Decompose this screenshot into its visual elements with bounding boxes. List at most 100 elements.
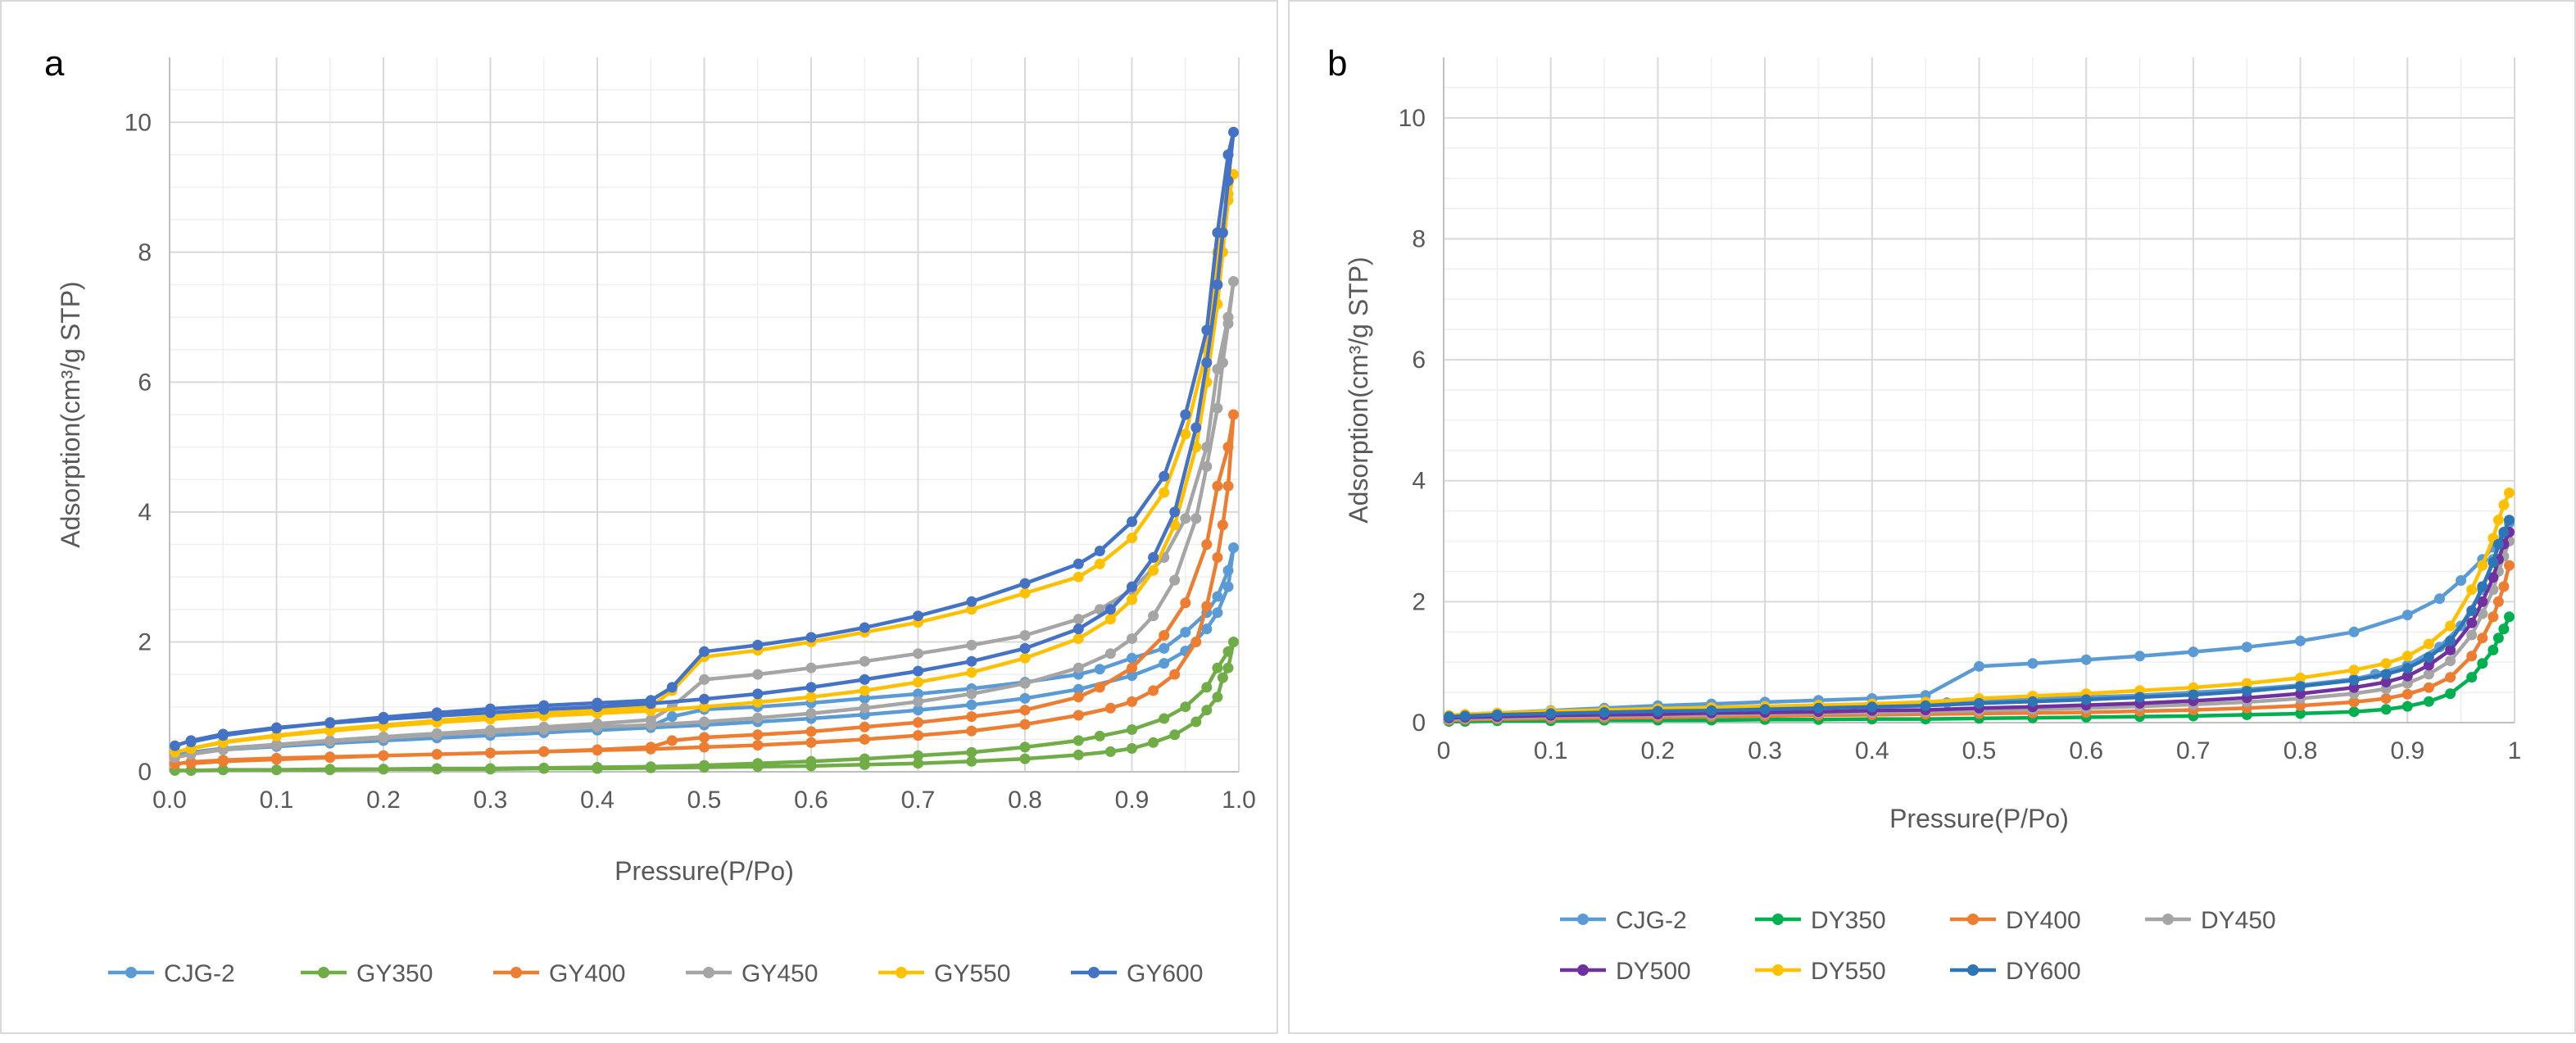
data-point [699,732,710,743]
data-point [431,728,442,739]
data-point [1094,546,1105,556]
data-point [1866,701,1878,713]
data-point [913,688,923,700]
data-point [1127,533,1137,544]
data-point [2488,572,2499,583]
data-point [1127,662,1137,673]
x-tick-label: 0.3 [1748,737,1782,764]
x-tick-label: 0.5 [687,787,722,814]
data-point [1127,581,1137,592]
data-point [1201,460,1213,472]
data-point [1169,574,1181,586]
data-point [1127,743,1137,754]
data-point [592,744,603,755]
data-point [1019,587,1031,599]
data-point [2504,515,2515,526]
data-point [170,740,180,751]
x-tick-label: 0.9 [2390,737,2424,764]
data-point [2423,651,2434,663]
data-point [2498,499,2510,510]
legend-label: DY450 [2201,907,2276,934]
data-point [1222,581,1234,592]
legend-swatch-marker [510,967,522,978]
legend-swatch-marker [318,967,329,978]
data-point [2456,575,2467,586]
data-point [1190,637,1202,647]
data-point [2188,689,2199,701]
data-point [185,758,197,769]
legend: CJG-2 GY350 GY400 GY450 GY550 GY600 [108,960,1203,987]
data-point [1019,678,1031,689]
x-tick-label: 0.9 [1115,787,1150,814]
data-point [966,725,977,737]
legend-label: CJG-2 [1616,907,1687,934]
data-point [538,746,550,757]
gridlines [1444,57,2515,723]
data-point [1019,692,1031,704]
data-point [1094,664,1105,675]
data-point [1974,697,1984,709]
x-tick-label: 1.0 [1222,787,1256,814]
data-point [1222,565,1234,576]
data-point [1201,539,1213,550]
data-point [1920,700,1931,711]
data-point [2348,626,2360,637]
data-point [2295,681,2306,692]
data-point [2466,617,2478,628]
data-point [1169,506,1181,518]
y-tick-label: 2 [1412,588,1426,615]
data-point [699,716,710,728]
y-axis-title: Adsorption(cm³/g STP) [56,281,85,547]
data-point [324,735,336,746]
data-point [271,739,282,751]
y-tick-label: 8 [1412,225,1426,252]
data-point [1094,682,1105,693]
data-point [1073,571,1084,583]
x-tick-label: 0.3 [474,787,508,814]
data-point [2348,664,2360,676]
legend-swatch-marker [1772,964,1784,976]
data-point [2445,620,2456,632]
data-point [2380,704,2392,715]
x-tick-label: 0.2 [1641,737,1676,764]
data-point [431,749,442,760]
data-point [666,682,678,693]
data-point [378,731,389,742]
legend-label: DY400 [2006,907,2081,934]
data-point [699,646,710,657]
data-point [645,761,656,773]
data-point [699,693,710,705]
legend-label: GY350 [356,960,433,987]
series-line [173,640,1236,773]
data-point [538,762,550,773]
data-point [2348,682,2360,693]
legend-swatch-marker [1577,914,1589,925]
data-point [2445,655,2456,667]
data-point [2504,487,2515,498]
data-point [2295,635,2306,646]
data-point [1459,710,1471,722]
legend-label: DY500 [1616,958,1691,985]
data-point [1190,716,1202,728]
data-point [378,750,389,761]
data-point [913,665,923,677]
data-point [2466,629,2478,641]
data-point [1212,227,1223,238]
data-point [752,669,764,680]
data-point [752,688,764,700]
data-point [1201,705,1213,716]
x-tick-label: 0.5 [1962,737,1997,764]
data-point [2380,677,2392,687]
data-point [1212,591,1223,602]
data-point [2401,701,2413,712]
data-point [2445,644,2456,655]
data-point [2348,674,2360,686]
data-point [538,721,550,732]
data-point [1190,422,1202,433]
data-point [1813,702,1824,714]
data-point [1212,364,1223,374]
data-point [2498,624,2510,635]
data-point [805,682,817,693]
x-tick-label: 0.0 [152,787,187,814]
data-point [859,721,870,732]
